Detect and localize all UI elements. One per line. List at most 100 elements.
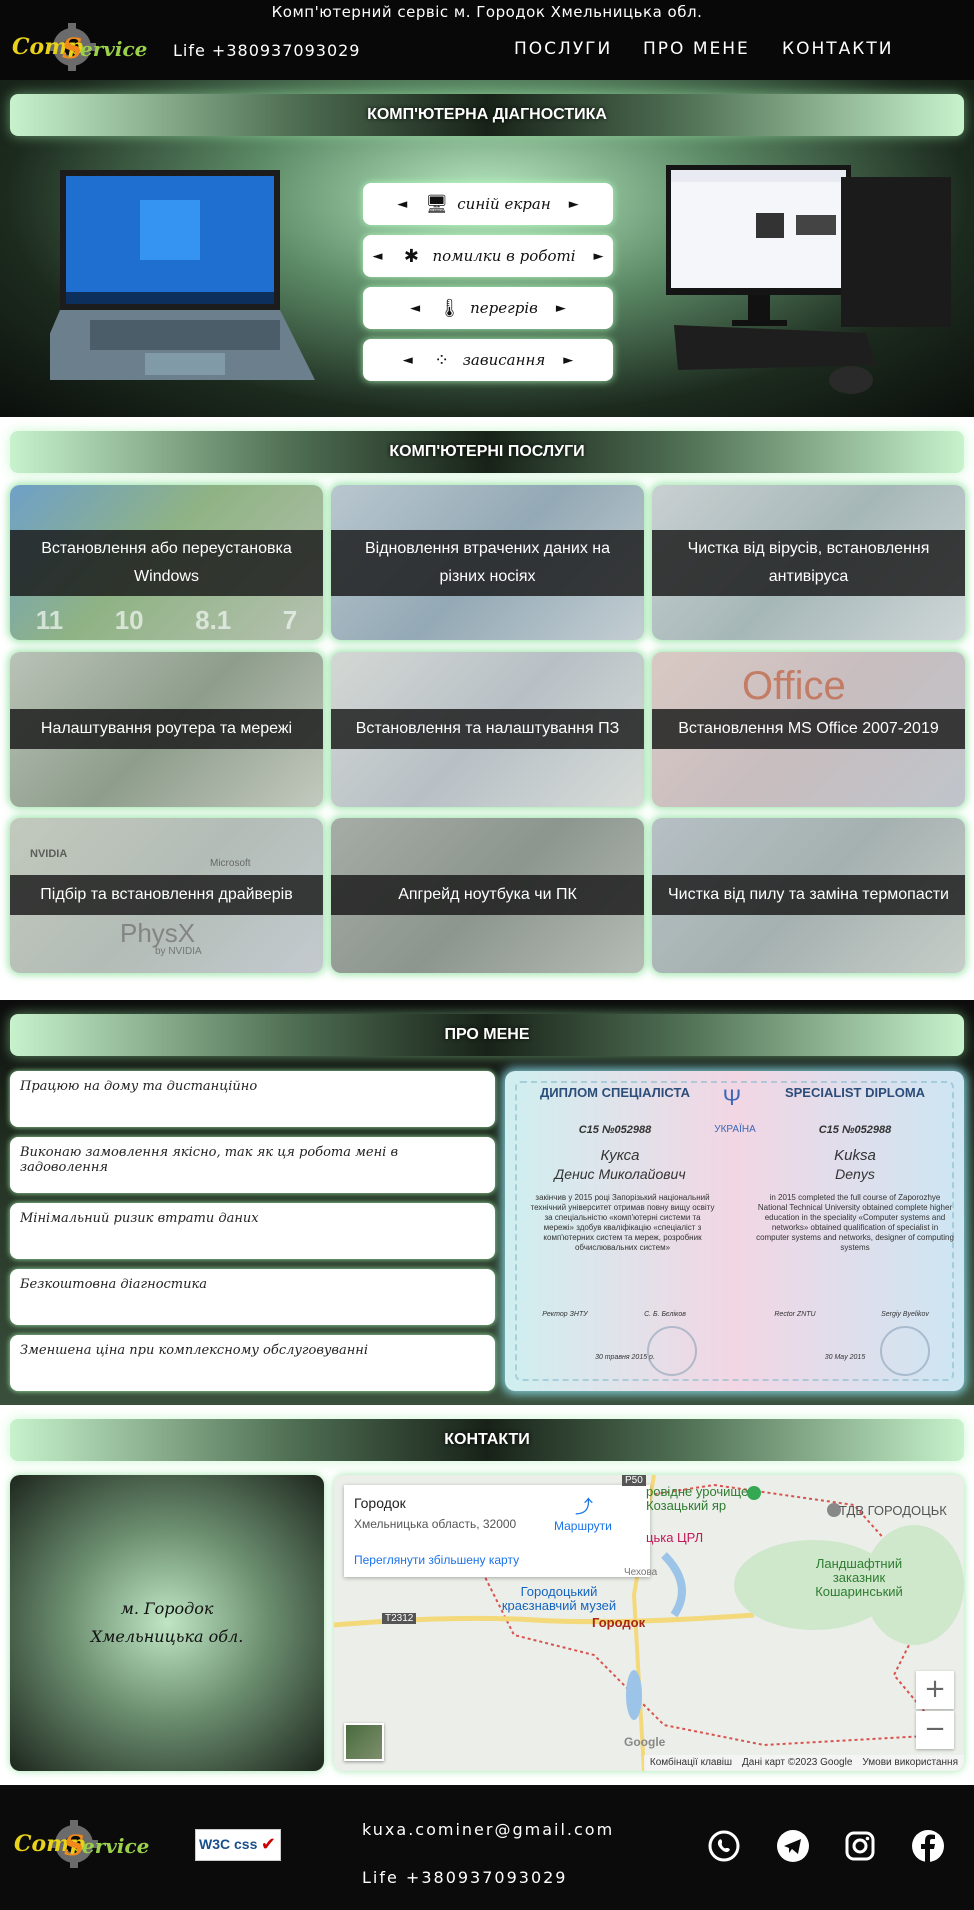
desktop-pc-image bbox=[666, 165, 951, 394]
diag-label: помилки в роботі bbox=[432, 247, 576, 265]
service-card-windows[interactable]: 11 10 8.1 7 Встановлення або переустанов… bbox=[10, 485, 323, 640]
arrow-right-icon: ► bbox=[563, 352, 574, 368]
diploma-rector-name-en: Sergiy Byelikov bbox=[881, 1311, 929, 1318]
win-version: 10 bbox=[114, 604, 144, 635]
diag-blue-screen[interactable]: ◄ 🖥 синій екран ► bbox=[363, 183, 613, 225]
diploma-country: УКРАЇНА bbox=[714, 1124, 756, 1135]
diploma-date-en: 30 May 2015 bbox=[824, 1354, 866, 1361]
service-label: Відновлення втрачених даних на різних но… bbox=[331, 530, 644, 596]
diploma-number-en: C15 №052988 bbox=[818, 1124, 892, 1136]
arrow-right-icon: ► bbox=[593, 248, 604, 264]
about-point: Працюю на дому та дистанційно bbox=[10, 1071, 495, 1127]
diag-overheat[interactable]: ◄ 🌡 перегрів ► bbox=[363, 287, 613, 329]
service-label: Підбір та встановлення драйверів bbox=[10, 875, 323, 915]
about-point: Зменшена ціна при комплексному обслугову… bbox=[10, 1335, 495, 1391]
diagnostics-title: КОМП'ЮТЕРНА ДІАГНОСТИКА bbox=[10, 94, 964, 136]
facebook-icon[interactable] bbox=[911, 1829, 945, 1863]
map-place-name: Городок bbox=[354, 1495, 406, 1511]
gear-icon bbox=[50, 1820, 98, 1868]
svg-text:Comp: Comp bbox=[14, 1831, 85, 1857]
gear-icon bbox=[48, 23, 96, 71]
footer-phone[interactable]: Life +380937093029 bbox=[362, 1868, 568, 1887]
directions-link[interactable]: Маршрути bbox=[554, 1519, 612, 1533]
nvidia-logo-text: NVIDIA bbox=[30, 848, 68, 860]
nav-contacts[interactable]: КОНТАКТИ bbox=[782, 39, 894, 59]
diploma-body-en: in 2015 completed the full course of Zap… bbox=[756, 1193, 954, 1252]
city-card: м. Городок Хмельницька обл. bbox=[10, 1475, 324, 1771]
diploma-rector-ua: Ректор ЗНТУ bbox=[542, 1311, 588, 1318]
bug-icon: ✱ bbox=[403, 245, 419, 267]
contacts-section: КОНТАКТИ м. Городок Хмельницька обл. Гор… bbox=[0, 1405, 974, 1785]
diploma-rector-name-ua: С. Б. Бєліков bbox=[644, 1311, 686, 1318]
map-footer-text: Дані карт ©2023 Google bbox=[742, 1757, 853, 1768]
arrow-right-icon: ► bbox=[555, 300, 566, 316]
service-label: Чистка від вірусів, встановлення антивір… bbox=[652, 530, 965, 596]
diploma-number-ua: C15 №052988 bbox=[578, 1124, 652, 1136]
nav-services[interactable]: ПОСЛУГИ bbox=[514, 39, 613, 59]
service-label: Чистка від пилу та заміна термопасти bbox=[652, 875, 965, 915]
service-card-data-recovery[interactable]: Відновлення втрачених даних на різних но… bbox=[331, 485, 644, 640]
win-version: 11 bbox=[35, 604, 64, 635]
service-card-drivers[interactable]: NVIDIA Microsoft PhysX by NVIDIA Підбір … bbox=[10, 818, 323, 973]
arrow-left-icon: ◄ bbox=[402, 352, 413, 368]
svg-text:Comp: Comp bbox=[12, 34, 83, 60]
instagram-icon[interactable] bbox=[843, 1829, 877, 1863]
arrow-left-icon: ◄ bbox=[410, 300, 421, 316]
arrow-right-icon: ► bbox=[568, 196, 579, 212]
arrow-left-icon: ◄ bbox=[397, 196, 408, 212]
diag-label: зависання bbox=[462, 351, 546, 369]
map-footer-link[interactable]: Умови використання bbox=[862, 1757, 958, 1768]
diag-freeze[interactable]: ◄ ⁘ зависання ► bbox=[363, 339, 613, 381]
diag-label: перегрів bbox=[470, 299, 538, 317]
service-card-antivirus[interactable]: Чистка від вірусів, встановлення антивір… bbox=[652, 485, 965, 640]
footer-email[interactable]: kuxa.cominer@gmail.com bbox=[362, 1820, 615, 1839]
directions-icon[interactable]: ⤴ bbox=[575, 1497, 593, 1517]
svg-text:ervice: ervice bbox=[82, 1834, 149, 1858]
service-card-upgrade[interactable]: Апгрейд ноутбука чи ПК bbox=[331, 818, 644, 973]
service-card-router[interactable]: Налаштування роутера та мережі bbox=[10, 652, 323, 807]
diag-errors[interactable]: ◄ ✱ помилки в роботі ► bbox=[363, 235, 613, 277]
diploma-name-ua: Кукса bbox=[600, 1147, 640, 1164]
w3c-css-badge[interactable]: W3C css ✔ bbox=[195, 1829, 281, 1861]
map-road-label: T2312 bbox=[382, 1613, 417, 1624]
diploma-date-ua: 30 травня 2015 р. bbox=[595, 1354, 655, 1361]
diploma-name-en: Kuksa bbox=[834, 1147, 876, 1164]
monitor-icon: 🖥 bbox=[425, 193, 449, 215]
map-layer-toggle[interactable] bbox=[344, 1723, 384, 1761]
diploma-rector-en: Rector ZNTU bbox=[774, 1311, 816, 1318]
diploma-title-ua: ДИПЛОМ СПЕЦІАЛІСТА bbox=[540, 1085, 690, 1100]
spinner-icon: ⁘ bbox=[434, 349, 450, 371]
service-label: Встановлення та налаштування ПЗ bbox=[331, 709, 644, 749]
map-road-label-2: Р50 bbox=[622, 1475, 646, 1486]
microsoft-logo-text: Microsoft bbox=[210, 858, 251, 869]
zoom-in-button[interactable]: + bbox=[916, 1671, 954, 1709]
arrow-left-icon: ◄ bbox=[372, 248, 383, 264]
zoom-out-button[interactable]: − bbox=[916, 1711, 954, 1749]
nav-about[interactable]: ПРО МЕНЕ bbox=[643, 39, 750, 59]
region-line: Хмельницька обл. bbox=[90, 1627, 244, 1646]
thermometer-icon: 🌡 bbox=[438, 297, 461, 319]
map-footer-link[interactable]: Комбінації клавіш bbox=[649, 1757, 733, 1768]
w3c-badge-text: W3C css bbox=[199, 1836, 258, 1852]
viber-icon[interactable] bbox=[707, 1829, 741, 1863]
diag-label: синій екран bbox=[457, 195, 551, 213]
service-label: Встановлення MS Office 2007-2019 bbox=[652, 709, 965, 749]
service-label: Налаштування роутера та мережі bbox=[10, 709, 323, 749]
diploma-image[interactable]: ДИПЛОМ СПЕЦІАЛІСТА SPECIALIST DIPLOMA Ψ … bbox=[505, 1071, 964, 1391]
service-card-office[interactable]: Office Встановлення MS Office 2007-2019 bbox=[652, 652, 965, 807]
win-version: 7 bbox=[282, 604, 298, 635]
footer-logo[interactable]: Comp S ervice bbox=[12, 1815, 152, 1879]
google-map[interactable]: Городок Хмельницька область, 32000 ⤴ Мар… bbox=[334, 1475, 964, 1771]
site-logo[interactable]: Comp S ervice bbox=[10, 18, 150, 78]
google-logo: Google bbox=[624, 1735, 666, 1749]
larger-map-link[interactable]: Переглянути збільшену карту bbox=[354, 1553, 520, 1567]
service-card-cleaning[interactable]: Чистка від пилу та заміна термопасти bbox=[652, 818, 965, 973]
map-footer: Комбінації клавіш Дані карт ©2023 Google… bbox=[643, 1755, 964, 1771]
map-label-landscape: Ландшафтний заказник Кошаринський bbox=[815, 1556, 903, 1599]
by-nvidia-text: by NVIDIA bbox=[155, 946, 202, 957]
map-label-tdv: ТДВ ГОРОДОЦЬК bbox=[839, 1503, 947, 1518]
telegram-icon[interactable] bbox=[776, 1829, 810, 1863]
header-phone[interactable]: Life +380937093029 bbox=[173, 41, 361, 60]
diploma-title-en: SPECIALIST DIPLOMA bbox=[784, 1085, 926, 1100]
service-card-software[interactable]: Встановлення та налаштування ПЗ bbox=[331, 652, 644, 807]
